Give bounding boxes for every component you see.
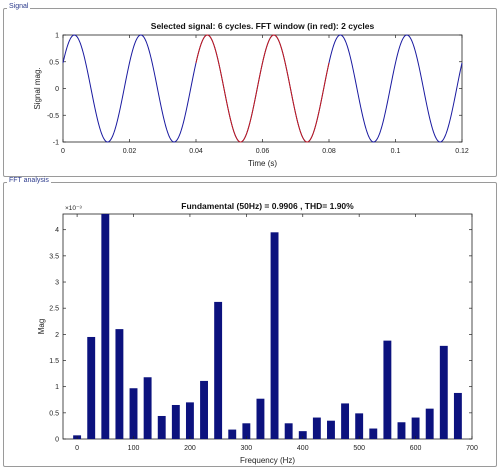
fft-bar: [130, 388, 138, 439]
signal-chart: 0 0.02 0.04 0.06 0.08 0.1 0.12 -1 -0.5 0 0.5 1 Selec…: [0, 0, 500, 178]
fft-bar: [200, 381, 208, 439]
fft-y-exponent-label: ×10⁻³: [65, 205, 82, 212]
fft-bar: [313, 418, 321, 439]
fft-bar: [454, 393, 462, 439]
signal-x-tick-label: 0.08: [322, 148, 336, 155]
fft-bar: [101, 214, 109, 439]
fft-bar: [383, 341, 391, 439]
fft-x-tick-label: 400: [297, 445, 309, 452]
fft-y-tick-label: 3.5: [49, 253, 59, 260]
fft-bar: [355, 413, 363, 439]
fft-y-tick-label: 3: [55, 280, 59, 287]
fft-x-tick-label: 300: [241, 445, 253, 452]
signal-x-tick-label: 0.12: [455, 148, 469, 155]
signal-x-tick-label: 0.04: [189, 148, 203, 155]
fft-y-tick-label: 0: [55, 437, 59, 444]
fft-bar: [327, 421, 335, 439]
fft-x-axis-label: Frequency (Hz): [240, 456, 295, 465]
fft-bar: [369, 429, 377, 439]
fft-plot-area: [63, 214, 472, 439]
fft-x-tick-label: 200: [184, 445, 196, 452]
fft-x-tick-label: 700: [466, 445, 478, 452]
signal-y-tick-label: 1: [55, 33, 59, 40]
fft-bar: [257, 399, 265, 439]
fft-y-axis-label: Mag: [37, 319, 46, 335]
fft-bar: [398, 422, 406, 439]
fft-bar: [214, 302, 222, 439]
signal-plot-area: [63, 35, 462, 142]
signal-y-tick-label: -0.5: [47, 113, 59, 120]
signal-x-tick-label: 0.02: [123, 148, 137, 155]
fft-y-tick-label: 1: [55, 384, 59, 391]
fft-y-tick-label: 4: [55, 227, 59, 234]
signal-chart-title: Selected signal: 6 cycles. FFT window (i…: [151, 21, 375, 31]
fft-bar: [228, 430, 236, 439]
fft-bar: [341, 403, 349, 439]
fft-bar: [87, 337, 95, 439]
signal-x-tick-label: 0: [61, 148, 65, 155]
fft-x-tick-label: 100: [128, 445, 140, 452]
fft-y-tick-label: 2: [55, 332, 59, 339]
signal-x-axis-label: Time (s): [248, 159, 277, 168]
signal-y-tick-label: 0.5: [49, 59, 59, 66]
fft-bar: [186, 402, 194, 439]
signal-x-tick-label: 0.06: [256, 148, 270, 155]
fft-x-tick-label: 500: [353, 445, 365, 452]
fft-bar: [115, 329, 123, 439]
fft-y-tick-label: 1.5: [49, 358, 59, 365]
signal-y-axis-label: Signal mag.: [33, 67, 42, 109]
fft-bar: [285, 423, 293, 439]
signal-y-tick-label: 0: [55, 86, 59, 93]
fft-bar: [271, 232, 279, 439]
fft-x-tick-label: 600: [410, 445, 422, 452]
fft-bar: [172, 405, 180, 439]
fft-chart: 0 100 200 300 400 500 600 700 0 0.5 1 1.5 2 2.5 3 3.5 4 ×…: [0, 180, 500, 468]
fft-bar: [144, 377, 152, 439]
fft-bar: [426, 409, 434, 439]
fft-bar: [412, 418, 420, 439]
signal-y-tick-label: -1: [53, 140, 59, 147]
fft-y-tick-label: 2.5: [49, 306, 59, 313]
fft-bar: [158, 416, 166, 439]
fft-bar: [440, 346, 448, 439]
fft-y-tick-label: 0.5: [49, 410, 59, 417]
fft-x-tick-label: 0: [75, 445, 79, 452]
signal-x-tick-label: 0.1: [391, 148, 401, 155]
fft-chart-title: Fundamental (50Hz) = 0.9906 , THD= 1.90%: [181, 201, 354, 211]
